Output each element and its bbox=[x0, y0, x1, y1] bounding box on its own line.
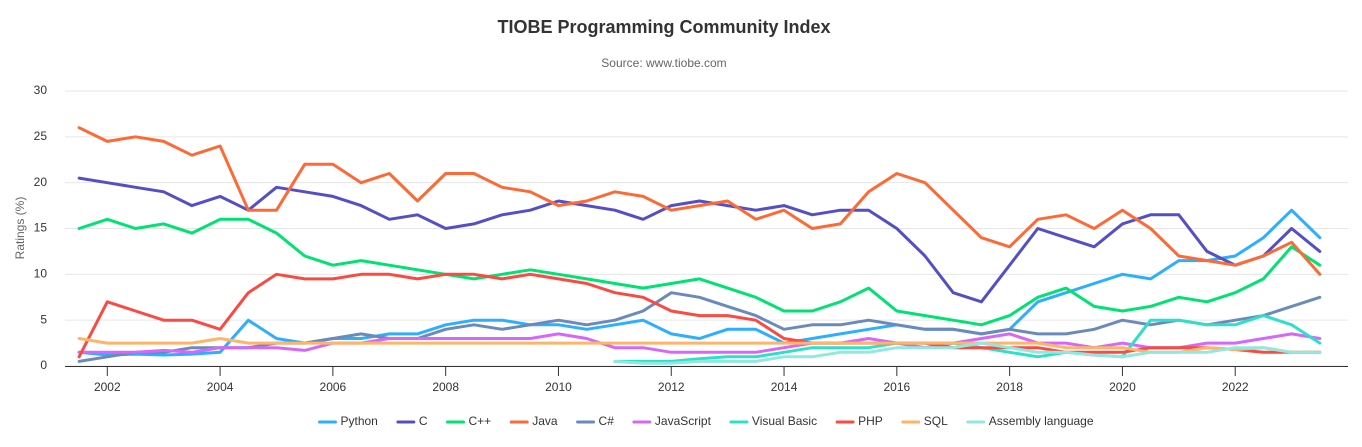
x-tick-label: 2006 bbox=[320, 380, 347, 394]
legend-label[interactable]: JavaScript bbox=[655, 414, 712, 428]
legend-item[interactable]: SQL bbox=[901, 414, 948, 428]
y-tick-label: 20 bbox=[34, 175, 48, 189]
series-line bbox=[77, 217, 1322, 327]
y-tick-label: 25 bbox=[34, 129, 48, 143]
legend-label[interactable]: Java bbox=[532, 414, 558, 428]
series-line bbox=[77, 208, 1322, 357]
legend-item[interactable]: JavaScript bbox=[632, 414, 712, 428]
y-tick-label: 5 bbox=[40, 312, 47, 326]
legend-item[interactable]: Visual Basic bbox=[729, 414, 817, 428]
y-tick-label: 15 bbox=[34, 221, 48, 235]
series-line bbox=[613, 341, 1322, 365]
x-tick-label: 2016 bbox=[883, 380, 910, 394]
x-tick-label: 2022 bbox=[1222, 380, 1249, 394]
series-line bbox=[77, 126, 1322, 276]
legend-label[interactable]: Visual Basic bbox=[752, 414, 817, 428]
x-tick-label: 2002 bbox=[94, 380, 121, 394]
legend-label[interactable]: PHP bbox=[858, 414, 883, 428]
y-tick-label: 30 bbox=[34, 83, 48, 97]
legend-label[interactable]: SQL bbox=[924, 414, 948, 428]
legend-item[interactable]: C++ bbox=[446, 414, 492, 428]
x-tick-label: 2012 bbox=[658, 380, 685, 394]
legend-item[interactable]: Java bbox=[509, 414, 558, 428]
legend-label[interactable]: Assembly language bbox=[989, 414, 1094, 428]
chart-title: TIOBE Programming Community Index bbox=[497, 17, 830, 37]
y-tick-label: 0 bbox=[40, 358, 47, 372]
legend: Python C C++ Java C# JavaScript Visual Basic PH… bbox=[317, 414, 1094, 428]
series-line bbox=[77, 272, 1322, 359]
series-line bbox=[77, 337, 1322, 354]
x-tick-label: 2008 bbox=[432, 380, 459, 394]
legend-item[interactable]: Python bbox=[317, 414, 378, 428]
x-tick-label: 2010 bbox=[545, 380, 572, 394]
chart-subtitle: Source: www.tiobe.com bbox=[601, 56, 726, 70]
series-line bbox=[77, 176, 1322, 304]
y-tick-label: 10 bbox=[34, 267, 48, 281]
x-tick-label: 2004 bbox=[207, 380, 234, 394]
legend-label[interactable]: C++ bbox=[469, 414, 492, 428]
series-line bbox=[77, 332, 1322, 354]
legend-label[interactable]: C# bbox=[599, 414, 615, 428]
legend-label[interactable]: Python bbox=[340, 414, 377, 428]
x-tick-label: 2014 bbox=[771, 380, 798, 394]
legend-item[interactable]: Assembly language bbox=[966, 414, 1094, 428]
x-tick-label: 2018 bbox=[996, 380, 1023, 394]
legend-label[interactable]: C bbox=[419, 414, 428, 428]
legend-item[interactable]: PHP bbox=[835, 414, 883, 428]
x-tick-label: 2020 bbox=[1109, 380, 1136, 394]
legend-item[interactable]: C# bbox=[576, 414, 615, 428]
y-axis-label: Ratings (%) bbox=[13, 197, 27, 260]
legend-item[interactable]: C bbox=[396, 414, 428, 428]
